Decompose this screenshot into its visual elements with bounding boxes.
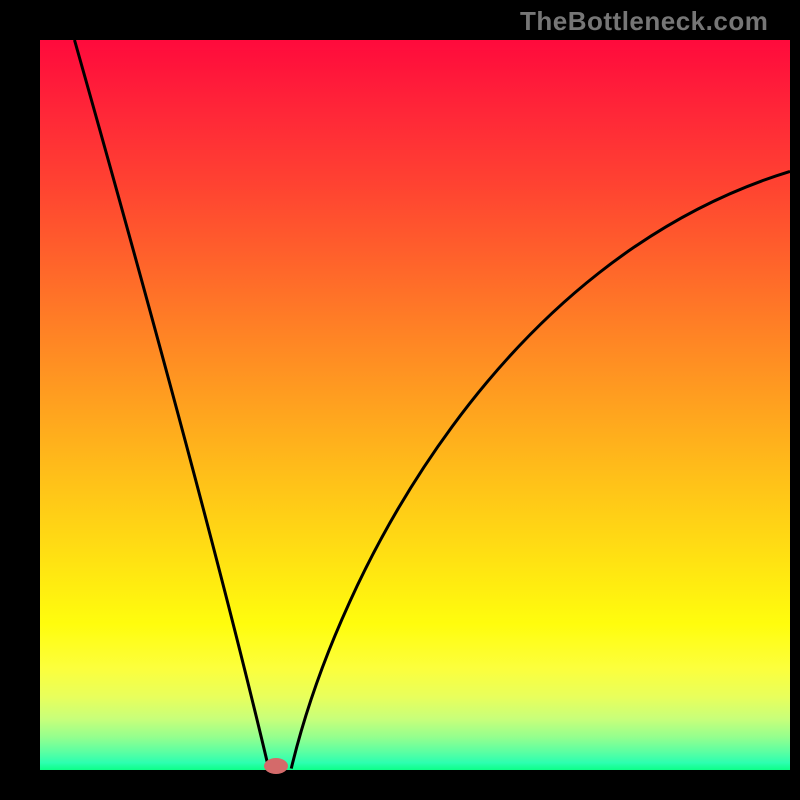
watermark-text: TheBottleneck.com [520,6,768,37]
canvas: TheBottleneck.com [0,0,800,800]
bottleneck-curve [0,0,800,800]
curve-left-branch [75,40,269,769]
curve-right-branch [291,171,790,768]
